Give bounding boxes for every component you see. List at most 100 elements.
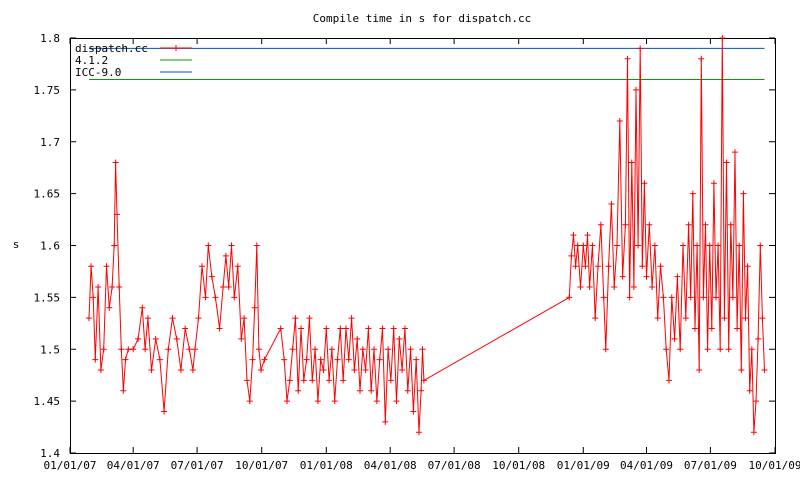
y-axis-ticks: 1.4 1.45 1.5 1.55 1.6 1.65 1.7 1.75 1.8 bbox=[34, 32, 775, 460]
data-point bbox=[212, 294, 219, 301]
data-point bbox=[577, 284, 584, 290]
data-point bbox=[574, 242, 581, 249]
data-point bbox=[95, 284, 102, 290]
data-point bbox=[729, 294, 736, 301]
data-point bbox=[148, 367, 155, 373]
data-point bbox=[371, 346, 378, 353]
data-point bbox=[189, 367, 196, 373]
y-tick-label: 1.55 bbox=[34, 291, 61, 304]
data-point bbox=[312, 346, 319, 353]
data-point bbox=[277, 325, 284, 332]
data-point bbox=[713, 294, 720, 301]
data-point bbox=[399, 367, 406, 373]
legend-marker bbox=[173, 45, 179, 51]
data-point bbox=[309, 377, 316, 384]
y-tick-label: 1.4 bbox=[40, 447, 60, 460]
data-point bbox=[687, 294, 694, 301]
data-point bbox=[326, 377, 333, 384]
data-point bbox=[106, 304, 113, 311]
data-point bbox=[685, 221, 692, 228]
data-point bbox=[100, 346, 107, 353]
data-point bbox=[700, 294, 707, 301]
data-point bbox=[611, 284, 618, 290]
data-point bbox=[396, 335, 403, 342]
data-point bbox=[635, 242, 642, 249]
data-point bbox=[92, 356, 99, 363]
series-dispatch-cc bbox=[85, 35, 768, 436]
data-point bbox=[208, 273, 215, 280]
data-point bbox=[373, 398, 380, 405]
data-point bbox=[281, 356, 288, 363]
data-point bbox=[649, 284, 656, 290]
data-point bbox=[249, 356, 256, 363]
chart-title: Compile time in s for dispatch.cc bbox=[313, 12, 532, 25]
data-point bbox=[663, 346, 670, 353]
data-point bbox=[614, 242, 621, 249]
y-tick-label: 1.7 bbox=[40, 136, 60, 149]
y-tick-label: 1.75 bbox=[34, 84, 61, 97]
data-point bbox=[337, 325, 344, 332]
data-point bbox=[665, 377, 672, 384]
x-axis-ticks: 01/01/07 04/01/07 07/01/07 10/01/07 01/01/08… bbox=[44, 38, 800, 472]
data-point bbox=[572, 263, 579, 270]
data-point bbox=[177, 367, 184, 373]
data-point bbox=[719, 35, 726, 41]
data-point bbox=[742, 315, 749, 322]
data-point bbox=[420, 377, 427, 384]
legend-label: dispatch.cc bbox=[75, 42, 148, 55]
data-point bbox=[616, 118, 623, 124]
data-point bbox=[387, 377, 394, 384]
x-tick-label: 04/01/07 bbox=[107, 459, 160, 472]
data-point bbox=[255, 346, 262, 353]
x-tick-label: 01/01/07 bbox=[44, 459, 97, 472]
data-point bbox=[736, 242, 743, 249]
data-point bbox=[331, 398, 338, 405]
data-point bbox=[651, 242, 658, 249]
data-point bbox=[689, 190, 696, 197]
data-point bbox=[306, 315, 313, 322]
data-point bbox=[696, 367, 703, 373]
data-point bbox=[570, 232, 577, 239]
data-point bbox=[228, 242, 235, 249]
x-tick-label: 10/01/07 bbox=[235, 459, 288, 472]
data-point bbox=[298, 325, 305, 332]
data-point bbox=[342, 325, 349, 332]
data-point bbox=[671, 335, 678, 342]
data-point bbox=[323, 325, 330, 332]
data-point bbox=[345, 356, 352, 363]
data-point bbox=[632, 86, 639, 93]
data-point bbox=[755, 335, 762, 342]
data-point bbox=[314, 398, 321, 405]
data-point bbox=[289, 346, 296, 353]
y-tick-label: 1.6 bbox=[40, 240, 60, 253]
data-point bbox=[238, 335, 245, 342]
data-point bbox=[677, 346, 684, 353]
y-tick-label: 1.45 bbox=[34, 395, 61, 408]
data-point bbox=[379, 325, 386, 332]
data-point bbox=[654, 315, 661, 322]
y-tick-label: 1.5 bbox=[40, 343, 60, 356]
data-point bbox=[320, 367, 327, 373]
data-point bbox=[261, 356, 268, 363]
data-point bbox=[753, 398, 760, 405]
data-point bbox=[410, 408, 417, 415]
data-point bbox=[382, 418, 389, 425]
data-point bbox=[241, 315, 248, 322]
data-point bbox=[191, 346, 198, 353]
data-point bbox=[88, 263, 95, 270]
data-point bbox=[415, 429, 422, 436]
data-point bbox=[348, 315, 355, 322]
data-point bbox=[234, 263, 241, 270]
data-point bbox=[169, 315, 176, 322]
data-point bbox=[362, 367, 369, 373]
data-point bbox=[300, 377, 307, 384]
data-point bbox=[595, 263, 602, 270]
data-point bbox=[202, 294, 209, 301]
x-tick-label: 10/01/09 bbox=[749, 459, 800, 472]
x-tick-label: 07/01/09 bbox=[684, 459, 737, 472]
data-point bbox=[624, 55, 631, 62]
data-point bbox=[243, 377, 250, 384]
data-point bbox=[109, 284, 116, 290]
data-point bbox=[418, 387, 425, 394]
data-point bbox=[740, 190, 747, 197]
